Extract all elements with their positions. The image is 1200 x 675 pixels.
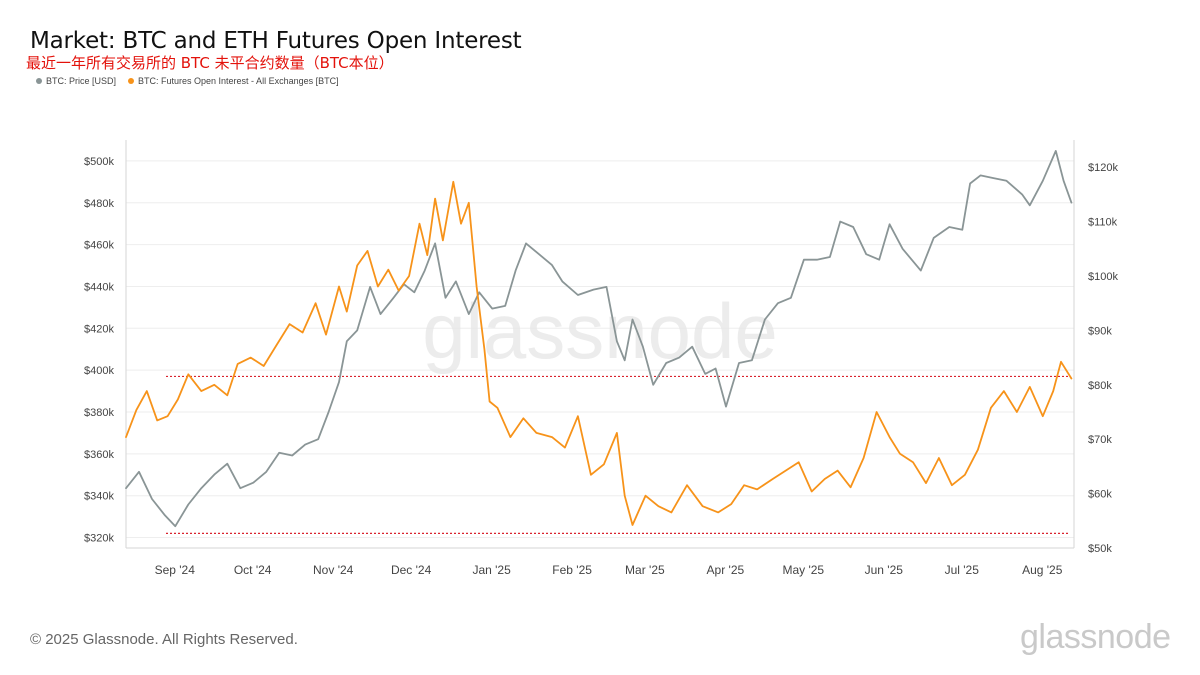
y-right-tick-label: $60k <box>1088 489 1112 501</box>
y-right-tick-label: $80k <box>1088 380 1112 392</box>
legend: BTC: Price [USD] BTC: Futures Open Inter… <box>36 76 339 86</box>
y-right-tick-label: $110k <box>1088 217 1118 229</box>
x-tick-label: Mar '25 <box>625 563 665 577</box>
y-left-tick-label: $400k <box>84 365 114 377</box>
x-tick-label: Nov '24 <box>313 563 354 577</box>
x-tick-label: Sep '24 <box>155 563 196 577</box>
legend-item-open-interest[interactable]: BTC: Futures Open Interest - All Exchang… <box>128 76 339 86</box>
series-lines <box>125 149 1073 528</box>
legend-dot-icon <box>36 78 42 84</box>
btc-price-line <box>125 149 1073 528</box>
legend-item-price[interactable]: BTC: Price [USD] <box>36 76 116 86</box>
y-right-tick-label: $50k <box>1088 543 1112 555</box>
reference-lines <box>166 375 1070 534</box>
glassnode-logo: glassnode <box>1020 618 1171 656</box>
legend-label: BTC: Price [USD] <box>46 76 117 86</box>
legend-label: BTC: Futures Open Interest - All Exchang… <box>138 76 339 86</box>
copyright-footer: © 2025 Glassnode. All Rights Reserved. <box>30 631 298 648</box>
y-left-tick-label: $340k <box>84 491 114 503</box>
x-tick-label: Jun '25 <box>865 563 904 577</box>
chart-title: Market: BTC and ETH Futures Open Interes… <box>30 28 522 54</box>
x-tick-label: Feb '25 <box>552 563 592 577</box>
axes: $320k $340k $360k $380k $400k $420k $440k $460k… <box>84 140 1118 577</box>
y-right-tick-label: $70k <box>1088 434 1112 446</box>
x-tick-label: Jan '25 <box>472 563 511 577</box>
y-left-tick-label: $380k <box>84 407 114 419</box>
y-left-tick-label: $420k <box>84 323 114 335</box>
x-tick-label: Apr '25 <box>707 563 745 577</box>
y-left-tick-label: $440k <box>84 281 114 293</box>
y-left-tick-label: $320k <box>84 533 114 545</box>
x-tick-label: Dec '24 <box>391 563 432 577</box>
y-right-tick-label: $100k <box>1088 271 1118 283</box>
open-interest-line <box>125 180 1073 526</box>
x-tick-label: May '25 <box>782 563 824 577</box>
legend-dot-icon <box>128 78 135 84</box>
y-left-tick-label: $360k <box>84 449 114 461</box>
y-right-tick-label: $90k <box>1088 325 1112 337</box>
y-right-tick-label: $120k <box>1088 162 1118 174</box>
y-left-tick-label: $460k <box>84 240 114 252</box>
chart-subtitle: 最近一年所有交易所的 BTC 未平合约数量（BTC本位） <box>26 54 394 72</box>
x-tick-label: Aug '25 <box>1022 563 1063 577</box>
y-left-tick-label: $500k <box>84 156 114 168</box>
x-tick-label: Oct '24 <box>234 563 272 577</box>
x-tick-label: Jul '25 <box>945 563 980 577</box>
y-left-tick-label: $480k <box>84 198 114 210</box>
